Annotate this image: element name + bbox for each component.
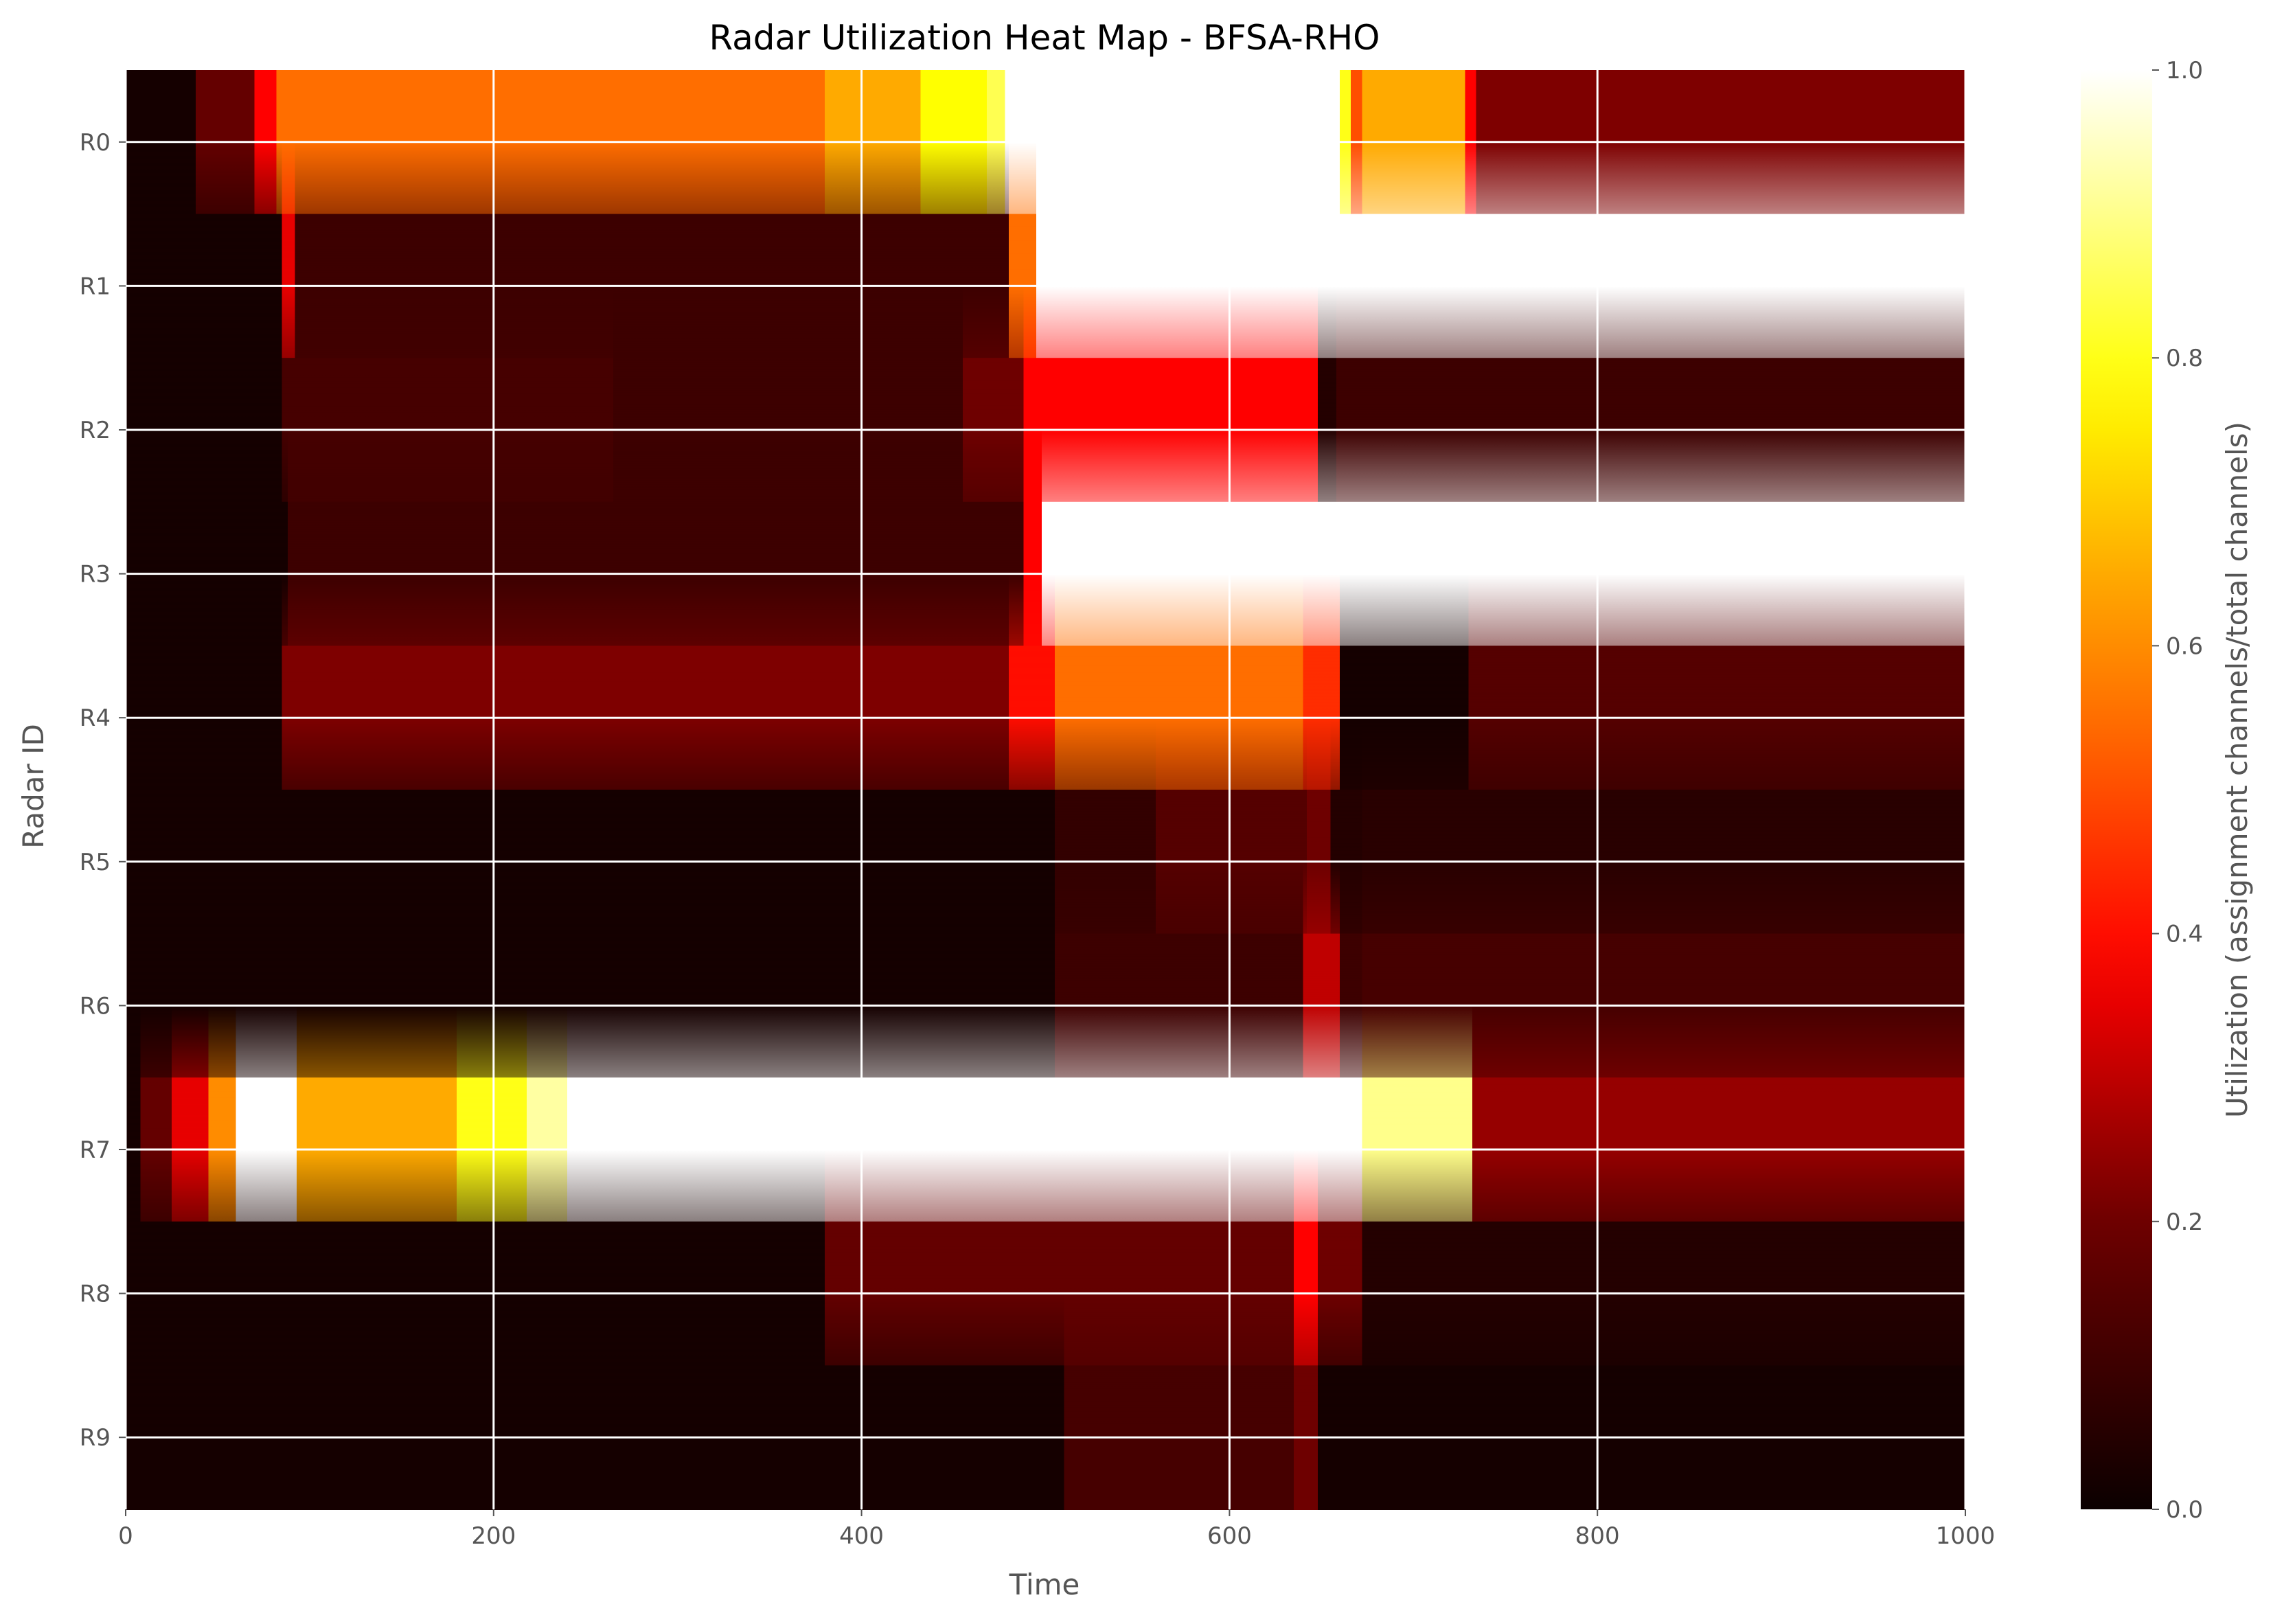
y-axis-label: Radar ID [16, 724, 50, 849]
y-tick-label-r0: R0 [80, 129, 111, 157]
heat-blend-0 [126, 141, 1965, 286]
colorbar: 0.0 0.2 0.4 0.6 0.8 1.0 Utilization (assignme… [2081, 57, 2254, 1524]
colorbar-tick-label: 0.6 [2166, 632, 2203, 660]
x-tick-label: 800 [1575, 1522, 1620, 1550]
colorbar-tick-label: 0.4 [2166, 921, 2203, 948]
chart-title: Radar Utilization Heat Map - BFSA-RHO [709, 18, 1380, 58]
colorbar-tick-label: 0.2 [2166, 1209, 2203, 1236]
grid-lines [124, 70, 1967, 1509]
heat-blend-7 [126, 1150, 1965, 1294]
heat-blend-6 [126, 1005, 1965, 1150]
heat-blend-1 [126, 286, 1965, 430]
x-tick-label: 1000 [1936, 1522, 1996, 1550]
x-tick-label: 200 [471, 1522, 516, 1550]
colorbar-gradient [2081, 70, 2152, 1509]
y-tick-label-r5: R5 [80, 849, 111, 876]
heat-blend-5 [126, 861, 1965, 1006]
heat-blend-3 [126, 573, 1965, 718]
heat-blend-8 [126, 1293, 1965, 1438]
x-axis-ticks: 0 200 400 600 800 1000 [118, 1509, 1995, 1550]
y-tick-label-r7: R7 [80, 1136, 111, 1164]
x-tick-label: 0 [118, 1522, 133, 1550]
y-tick-label-r1: R1 [80, 273, 111, 300]
colorbar-ticks: 0.0 0.2 0.4 0.6 0.8 1.0 [2152, 57, 2203, 1524]
colorbar-tick-label: 1.0 [2166, 57, 2203, 84]
x-tick-label: 400 [839, 1522, 884, 1550]
x-axis-label: Time [1009, 1568, 1080, 1601]
y-tick-label-r4: R4 [80, 705, 111, 732]
y-axis-ticks: R0 R1 R2 R3 R4 R5 R6 R7 R8 R9 [80, 129, 126, 1452]
heat-blend-4 [126, 718, 1965, 862]
y-tick-label-r6: R6 [80, 992, 111, 1020]
colorbar-tick-label: 0.0 [2166, 1496, 2203, 1524]
plot-area [124, 70, 1967, 1510]
y-tick-label-r2: R2 [80, 417, 111, 444]
colorbar-tick-label: 0.8 [2166, 345, 2203, 372]
heat-blend-2 [126, 430, 1965, 574]
y-tick-label-r9: R9 [80, 1424, 111, 1452]
x-tick-label: 600 [1207, 1522, 1252, 1550]
y-tick-label-r8: R8 [80, 1281, 111, 1308]
colorbar-label: Utilization (assignment channels/total c… [2220, 422, 2254, 1118]
y-tick-label-r3: R3 [80, 561, 111, 588]
heat-blends [126, 141, 1965, 1438]
